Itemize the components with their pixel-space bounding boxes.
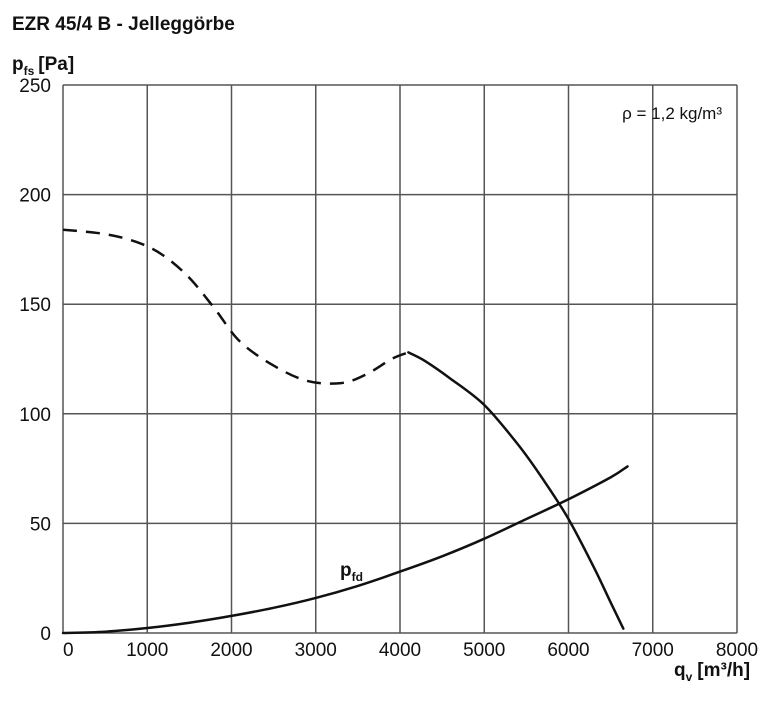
y-axis-label-sub: fs xyxy=(24,64,35,78)
pfd-label-sub: fd xyxy=(352,570,363,584)
grid-lines xyxy=(62,84,738,634)
dynamic-pressure-curve xyxy=(61,465,629,635)
y-axis-label: pfs [Pa] xyxy=(12,54,74,78)
x-axis-label-sub: v xyxy=(686,670,693,684)
y-tick-label-50: 50 xyxy=(30,514,51,535)
y-tick-label-0: 0 xyxy=(40,624,51,645)
x-tick-label-6000: 6000 xyxy=(547,640,589,661)
chart-title: EZR 45/4 B - Jelleggörbe xyxy=(12,14,235,35)
x-tick-label-0: 0 xyxy=(63,640,74,661)
x-tick-label-8000: 8000 xyxy=(716,640,758,661)
y-axis-label-unit: [Pa] xyxy=(38,54,74,75)
x-axis-label-unit: [m³/h] xyxy=(697,660,750,681)
x-tick-label-7000: 7000 xyxy=(632,640,674,661)
y-tick-label-100: 100 xyxy=(19,405,51,426)
y-tick-label-150: 150 xyxy=(19,295,51,316)
y-axis-label-main: p xyxy=(12,54,24,75)
x-tick-label-3000: 3000 xyxy=(295,640,337,661)
tick-labels: 0 1000 2000 3000 4000 5000 6000 7000 8000 0 50 100 1… xyxy=(19,76,758,661)
y-tick-label-250: 250 xyxy=(19,76,51,97)
data-series xyxy=(61,228,629,635)
x-axis-label: qv [m³/h] xyxy=(674,660,750,684)
x-axis-label-main: q xyxy=(674,660,686,681)
x-tick-label-5000: 5000 xyxy=(463,640,505,661)
pfd-series-label: pfd xyxy=(340,560,363,584)
fan-curve-stable xyxy=(407,351,625,630)
x-tick-label-4000: 4000 xyxy=(379,640,421,661)
density-annotation: ρ = 1,2 kg/m³ xyxy=(622,104,722,123)
pfd-label-main: p xyxy=(340,560,352,581)
y-tick-label-200: 200 xyxy=(19,186,51,207)
x-tick-label-1000: 1000 xyxy=(126,640,168,661)
x-tick-label-2000: 2000 xyxy=(210,640,252,661)
fan-curve-unstable-dashed xyxy=(62,228,409,385)
